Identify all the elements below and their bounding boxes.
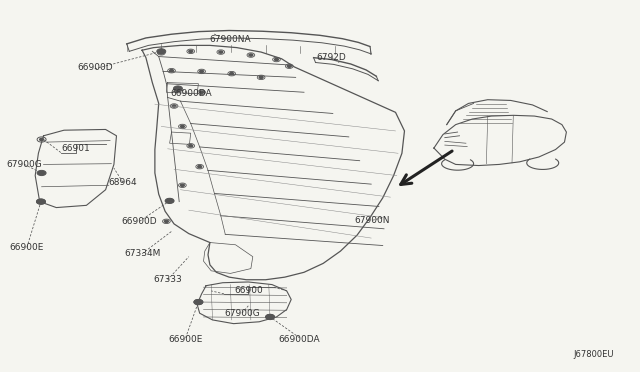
Circle shape [189,145,193,147]
Circle shape [196,301,200,303]
Circle shape [40,138,44,141]
Text: 67334M: 67334M [124,249,160,258]
Text: 6792D: 6792D [317,53,346,62]
Text: 66900E: 66900E [168,335,203,344]
Circle shape [172,105,176,107]
Text: 67900N: 67900N [355,216,390,225]
Circle shape [266,314,275,320]
Circle shape [170,70,173,72]
Text: J67800EU: J67800EU [573,350,614,359]
Text: 68964: 68964 [109,178,137,187]
Circle shape [157,49,166,54]
Circle shape [36,199,45,204]
Text: 67900G: 67900G [6,160,42,169]
Circle shape [275,58,278,61]
Circle shape [180,125,184,128]
Circle shape [164,220,168,222]
Circle shape [268,316,272,318]
Text: 66900D: 66900D [77,63,113,72]
Text: 66900D: 66900D [122,217,157,226]
Circle shape [200,70,204,73]
Text: 66900: 66900 [234,286,262,295]
Circle shape [39,201,43,203]
Text: 66900DA: 66900DA [170,89,212,98]
Text: 66900E: 66900E [10,243,44,252]
Text: 67900G: 67900G [224,309,260,318]
Text: 67900NA: 67900NA [209,35,252,44]
Circle shape [37,170,46,176]
Circle shape [230,73,234,75]
Circle shape [168,200,172,202]
Circle shape [219,51,223,53]
Circle shape [180,184,184,186]
Circle shape [173,86,182,91]
Text: 67333: 67333 [154,275,182,284]
Text: 66901: 66901 [61,144,90,153]
Circle shape [249,54,253,56]
Circle shape [165,198,174,203]
Circle shape [198,166,202,168]
Circle shape [159,52,163,54]
Circle shape [259,76,263,78]
Circle shape [287,65,291,67]
Circle shape [189,50,193,52]
Text: 66900DA: 66900DA [278,335,321,344]
Circle shape [200,91,204,93]
Circle shape [194,299,203,305]
Circle shape [176,89,180,91]
